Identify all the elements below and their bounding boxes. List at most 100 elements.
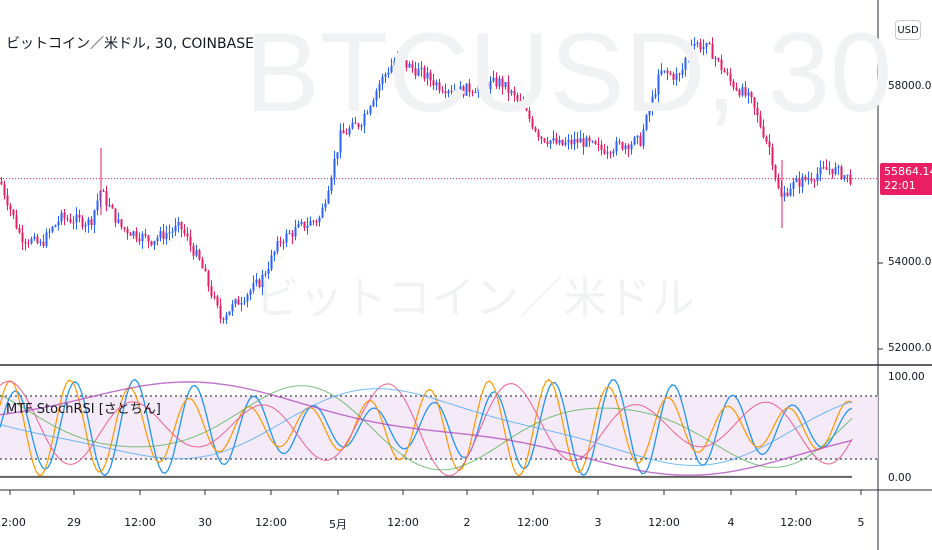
- candle-body: [609, 152, 612, 154]
- candle-body: [360, 125, 363, 127]
- candle-body: [333, 158, 336, 178]
- candle-body: [558, 139, 561, 144]
- candle-body: [78, 214, 81, 218]
- candle-body: [660, 70, 663, 75]
- candle-body: [468, 83, 471, 92]
- candle-body: [663, 70, 666, 72]
- candle-body: [210, 286, 213, 297]
- time-axis-tick: 4: [727, 516, 735, 529]
- candle-body: [432, 80, 435, 86]
- candle-body: [246, 294, 249, 302]
- candle-body: [600, 144, 603, 150]
- candle-body: [693, 43, 696, 47]
- candle-body: [66, 218, 69, 220]
- candle-body: [345, 133, 348, 135]
- candle-body: [339, 130, 342, 153]
- candle-body: [645, 115, 648, 130]
- candle-body: [30, 238, 33, 244]
- name-watermark: ビットコイン／米ドル: [255, 273, 695, 324]
- candle-body: [249, 290, 252, 295]
- candle-body: [822, 167, 825, 169]
- candle-body: [849, 174, 852, 184]
- candle-body: [231, 303, 234, 312]
- candle-body: [816, 174, 819, 181]
- chart-title[interactable]: ビットコイン／米ドル, 30, COINBASE: [6, 36, 254, 52]
- candle-body: [123, 227, 126, 229]
- candle-body: [126, 228, 129, 234]
- candle-body: [228, 311, 231, 316]
- candle-body: [21, 232, 24, 243]
- candle-body: [771, 147, 774, 166]
- candle-body: [303, 221, 306, 229]
- candle-body: [459, 86, 462, 95]
- candle-body: [753, 97, 756, 108]
- candle-body: [615, 141, 618, 152]
- candle-body: [174, 225, 177, 232]
- candle-body: [330, 177, 333, 191]
- candle-body: [102, 190, 105, 192]
- candle-body: [480, 80, 483, 86]
- candle-body: [498, 78, 501, 87]
- candle-body: [579, 138, 582, 143]
- candle-body: [522, 101, 525, 107]
- candle-body: [225, 315, 228, 320]
- candle-body: [414, 68, 417, 76]
- time-axis-tick: 12:00: [780, 516, 812, 529]
- candle-body: [639, 135, 642, 146]
- candle-body: [642, 129, 645, 146]
- candle-body: [108, 205, 111, 207]
- candle-body: [843, 175, 846, 179]
- currency-button[interactable]: USD: [895, 20, 921, 40]
- candle-body: [789, 188, 792, 196]
- candle-body: [342, 130, 345, 134]
- candle-body: [111, 205, 114, 209]
- time-axis-tick: 2: [463, 516, 471, 529]
- candle-body: [276, 241, 279, 252]
- candle-body: [309, 220, 312, 226]
- candle-body: [51, 226, 54, 232]
- candle-body: [810, 178, 813, 181]
- candle-body: [768, 141, 771, 148]
- candle-body: [447, 90, 450, 94]
- candle-body: [363, 113, 366, 126]
- candle-body: [678, 73, 681, 75]
- candle-body: [756, 107, 759, 116]
- stoch-line-2: [0, 379, 853, 477]
- candle-body: [651, 96, 654, 110]
- candle-body: [69, 219, 72, 223]
- candle-body: [708, 43, 711, 45]
- candle-body: [384, 74, 387, 77]
- indicator-title[interactable]: MTF StochRSI [さとちん]: [6, 402, 161, 417]
- candle-body: [48, 231, 51, 233]
- candle-body: [543, 138, 546, 142]
- candle-body: [237, 299, 240, 305]
- candle-body: [72, 222, 75, 224]
- candle-body: [681, 69, 684, 75]
- candle-body: [180, 222, 183, 230]
- candle-body: [405, 60, 408, 68]
- price-axis-tick: 54000.00: [888, 256, 932, 268]
- candle-body: [402, 59, 405, 61]
- candle-body: [240, 302, 243, 305]
- candle-body: [540, 136, 543, 139]
- candle-body: [216, 296, 219, 306]
- candle-body: [138, 238, 141, 242]
- candle-body: [132, 231, 135, 236]
- candle-body: [456, 90, 459, 95]
- candle-body: [837, 166, 840, 168]
- candle-body: [450, 90, 453, 92]
- candle-body: [84, 224, 87, 227]
- bar-countdown: 22:01: [884, 179, 916, 192]
- candle-body: [705, 43, 708, 48]
- stoch-line-6: [0, 381, 853, 476]
- candle-body: [312, 220, 315, 222]
- candle-body: [453, 90, 456, 92]
- candle-body: [519, 100, 522, 102]
- candle-body: [489, 80, 492, 89]
- candle-body: [348, 128, 351, 135]
- time-axis-tick: 12:00: [387, 516, 419, 529]
- candle-body: [366, 113, 369, 115]
- stoch-line-3: [0, 380, 853, 477]
